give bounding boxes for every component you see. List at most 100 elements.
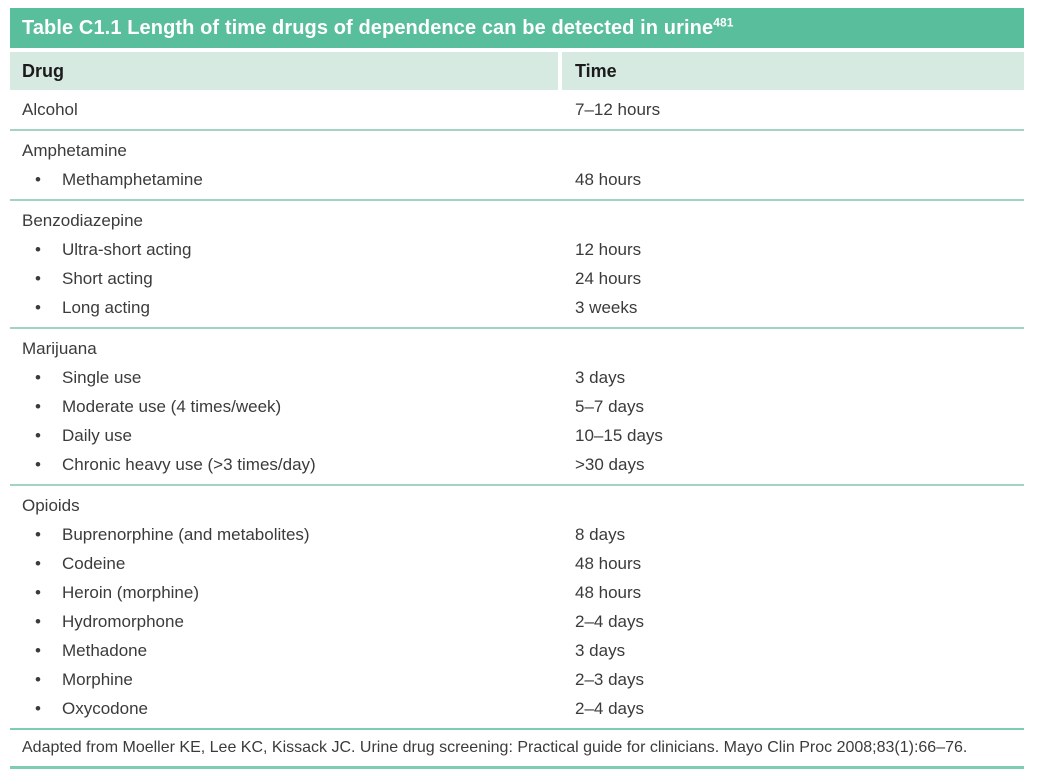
table-section: Amphetamine • Methamphetamine 48 hours [10, 131, 1024, 199]
drug-item-label: Methadone [62, 641, 148, 660]
table-row: • Methamphetamine 48 hours [10, 165, 1024, 194]
time-value [575, 334, 1024, 363]
time-value: 48 hours [575, 583, 642, 602]
time-value: 48 hours [575, 554, 642, 573]
table-row: • Heroin (morphine) 48 hours [10, 578, 1024, 607]
table-row: Alcohol 7–12 hours [10, 95, 1024, 124]
drug-item-label: Daily use [62, 426, 132, 445]
drug-cell: • Codeine [10, 549, 575, 578]
drug-cell: • Morphine [10, 665, 575, 694]
table-body: Alcohol 7–12 hours Amphetamine • Methampheta… [10, 90, 1024, 728]
drug-item-label: Chronic heavy use (>3 times/day) [62, 455, 316, 474]
drug-cell: Alcohol [10, 95, 575, 124]
drug-cell: • Chronic heavy use (>3 times/day) [10, 450, 575, 479]
time-value [575, 206, 1024, 235]
time-value [575, 491, 1024, 520]
drug-group-label: Marijuana [22, 339, 97, 358]
table-row: • Daily use 10–15 days [10, 421, 1024, 450]
drug-cell: Marijuana [10, 334, 575, 363]
drug-cell: • Methadone [10, 636, 575, 665]
table-row: Opioids [10, 491, 1024, 520]
table-row: • Morphine 2–3 days [10, 665, 1024, 694]
table-header-row: Drug Time [10, 52, 1024, 90]
drug-group-label: Amphetamine [22, 141, 127, 160]
table-row: • Hydromorphone 2–4 days [10, 607, 1024, 636]
column-header-drug: Drug [10, 52, 558, 90]
bullet-icon: • [35, 583, 41, 602]
table-title: Table C1.1 Length of time drugs of depen… [22, 17, 714, 39]
time-value: >30 days [575, 455, 645, 474]
bullet-icon: • [35, 368, 41, 387]
title-header-gap [10, 48, 1024, 52]
footer-divider-top [10, 728, 1024, 730]
table-row: • Short acting 24 hours [10, 264, 1024, 293]
drug-cell: • Buprenorphine (and metabolites) [10, 520, 575, 549]
drug-cell: • Daily use [10, 421, 575, 450]
drug-cell: • Methamphetamine [10, 165, 575, 194]
bullet-icon: • [35, 298, 41, 317]
table-row: • Buprenorphine (and metabolites) 8 days [10, 520, 1024, 549]
bullet-icon: • [35, 397, 41, 416]
drug-cell: • Single use [10, 363, 575, 392]
bullet-icon: • [35, 240, 41, 259]
bullet-icon: • [35, 612, 41, 631]
time-value: 7–12 hours [575, 100, 661, 119]
time-value: 3 days [575, 368, 626, 387]
table-title-bar: Table C1.1 Length of time drugs of depen… [10, 8, 1024, 48]
table-section: Opioids • Buprenorphine (and metabolites) 8… [10, 486, 1024, 728]
table-row: Marijuana [10, 334, 1024, 363]
footer-divider-bottom [10, 766, 1024, 769]
drug-item-label: Ultra-short acting [62, 240, 192, 259]
table-row: • Codeine 48 hours [10, 549, 1024, 578]
table-title-footnote-ref: 481 [713, 15, 734, 30]
drug-group-label: Benzodiazepine [22, 211, 143, 230]
bullet-icon: • [35, 554, 41, 573]
time-value: 3 days [575, 641, 626, 660]
drug-item-label: Codeine [62, 554, 126, 573]
table-section: Benzodiazepine • Ultra-short acting 12 hour… [10, 201, 1024, 327]
time-value: 8 days [575, 525, 626, 544]
drug-cell: • Oxycodone [10, 694, 575, 723]
bullet-icon: • [35, 170, 41, 189]
drug-item-label: Heroin (morphine) [62, 583, 199, 602]
drug-group-label: Alcohol [22, 100, 78, 119]
time-value: 5–7 days [575, 397, 644, 416]
bullet-icon: • [35, 525, 41, 544]
time-value: 24 hours [575, 269, 642, 288]
drug-cell: • Short acting [10, 264, 575, 293]
table-row: Amphetamine [10, 136, 1024, 165]
drug-cell: Amphetamine [10, 136, 575, 165]
time-value: 48 hours [575, 170, 642, 189]
drug-detection-table: Table C1.1 Length of time drugs of depen… [10, 8, 1024, 769]
drug-cell: • Long acting [10, 293, 575, 322]
drug-cell: Benzodiazepine [10, 206, 575, 235]
section-divider [10, 129, 1024, 131]
drug-item-label: Methamphetamine [62, 170, 203, 189]
column-header-time: Time [562, 52, 1024, 90]
drug-cell: • Ultra-short acting [10, 235, 575, 264]
time-value: 3 weeks [575, 298, 638, 317]
bullet-icon: • [35, 670, 41, 689]
drug-group-label: Opioids [22, 496, 80, 515]
table-section: Marijuana • Single use 3 days • Moderate use … [10, 329, 1024, 484]
time-value: 12 hours [575, 240, 642, 259]
table-row: • Long acting 3 weeks [10, 293, 1024, 322]
time-value: 2–3 days [575, 670, 644, 689]
drug-item-label: Single use [62, 368, 142, 387]
bullet-icon: • [35, 641, 41, 660]
section-divider [10, 484, 1024, 486]
table-row: Benzodiazepine [10, 206, 1024, 235]
time-value: 2–4 days [575, 612, 644, 631]
drug-item-label: Oxycodone [62, 699, 148, 718]
table-row: • Single use 3 days [10, 363, 1024, 392]
time-value: 10–15 days [575, 426, 663, 445]
table-row: • Moderate use (4 times/week) 5–7 days [10, 392, 1024, 421]
bullet-icon: • [35, 269, 41, 288]
drug-cell: Opioids [10, 491, 575, 520]
table-section: Alcohol 7–12 hours [10, 90, 1024, 129]
drug-item-label: Buprenorphine (and metabolites) [62, 525, 310, 544]
table-source-note: Adapted from Moeller KE, Lee KC, Kissack… [22, 739, 968, 756]
table-row: • Methadone 3 days [10, 636, 1024, 665]
time-value [575, 136, 1024, 165]
